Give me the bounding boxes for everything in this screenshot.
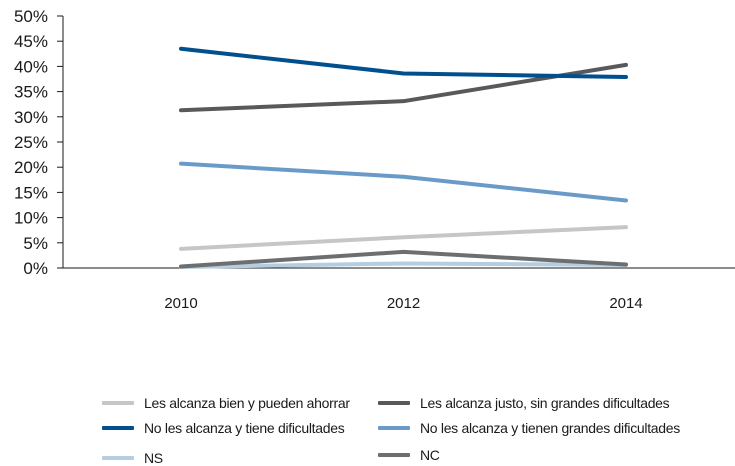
series-line-ns xyxy=(179,261,628,269)
y-tick-label: 5% xyxy=(23,234,48,253)
series-line-les-alcanza-bien-y-pueden-ahorrar xyxy=(179,225,628,251)
series-line-nc xyxy=(179,249,628,269)
y-tick-label: 20% xyxy=(14,158,48,177)
y-tick-label: 40% xyxy=(14,57,48,76)
x-tick-label: 2012 xyxy=(387,295,420,312)
y-tick-label: 45% xyxy=(14,32,48,51)
y-axis-ticks: 0% 5% 10% 15% 20% 25% 30% 35% 40% 45% 50% xyxy=(14,7,63,278)
y-tick-label: 50% xyxy=(14,7,48,26)
y-tick-label: 25% xyxy=(14,133,48,152)
x-axis-ticks: 2010 2012 2014 xyxy=(164,295,642,312)
y-tick-label: 35% xyxy=(14,83,48,102)
y-tick-label: 0% xyxy=(23,259,48,278)
series-lines xyxy=(179,46,628,269)
series-line-no-les-alcanza-y-tienen-grandes-dificultades xyxy=(179,161,628,203)
x-tick-label: 2010 xyxy=(164,295,197,312)
x-tick-label: 2014 xyxy=(609,295,642,312)
y-tick-label: 15% xyxy=(14,183,48,202)
y-tick-label: 10% xyxy=(14,209,48,228)
y-tick-label: 30% xyxy=(14,108,48,127)
series-line-no-les-alcanza-y-tiene-dificultades xyxy=(179,46,628,79)
